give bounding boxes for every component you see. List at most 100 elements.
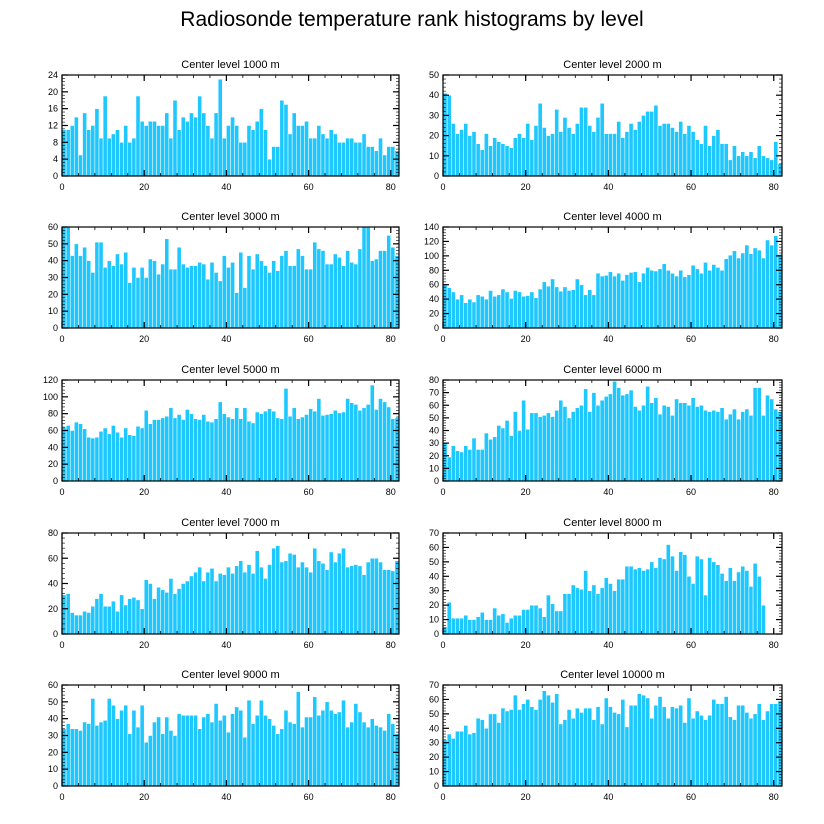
histogram-bar	[94, 241, 100, 329]
histogram-bar	[86, 436, 92, 482]
histogram-bar	[205, 713, 211, 787]
histogram-bar	[135, 426, 141, 482]
histogram-bar	[661, 706, 667, 787]
histogram-bar	[748, 717, 754, 787]
histogram-bar	[189, 575, 194, 635]
histogram-bar	[591, 131, 597, 177]
y-tick-label: 70	[429, 528, 439, 538]
histogram-bar	[189, 413, 194, 482]
histogram-bar	[653, 704, 659, 787]
histogram-bar	[492, 137, 497, 177]
histogram-bar	[238, 560, 244, 635]
histogram-bar	[74, 243, 79, 329]
histogram-bar	[682, 276, 688, 329]
histogram-bar	[628, 123, 634, 177]
histogram-bar	[723, 696, 729, 787]
histogram-bar	[723, 258, 729, 329]
histogram-bar	[135, 277, 141, 329]
histogram-bar	[197, 566, 202, 635]
x-tick-label: 80	[769, 487, 779, 497]
histogram-bar	[345, 726, 350, 787]
histogram-bar	[82, 246, 87, 329]
histogram-bar	[123, 704, 129, 787]
y-tick-label: 80	[429, 265, 439, 275]
histogram-bar	[665, 270, 671, 329]
histogram-bar	[242, 407, 248, 482]
histogram-bar	[115, 718, 120, 787]
histogram-bar	[500, 427, 506, 482]
histogram-bar	[361, 407, 367, 482]
histogram-bar	[320, 710, 326, 787]
histogram-bar	[628, 389, 634, 482]
histogram-bar	[616, 387, 622, 482]
histogram-bar	[521, 609, 526, 635]
histogram-bar	[595, 706, 601, 787]
histogram-bar	[579, 405, 584, 482]
histogram-bar	[180, 263, 186, 329]
histogram-bar	[665, 406, 671, 482]
histogram-bar	[525, 699, 531, 787]
panel-4: Center level 4000 m 0 20 40 60 80 0 20 40 60 80 100…	[424, 211, 783, 344]
y-tick-label: 80	[429, 375, 439, 385]
histogram-bar	[517, 614, 522, 635]
histogram-bar	[222, 413, 227, 482]
histogram-bar	[529, 412, 535, 482]
x-tick-label: 80	[769, 792, 779, 802]
x-tick-label: 80	[386, 182, 396, 192]
histogram-bar	[756, 703, 762, 787]
histogram-bar	[612, 381, 617, 482]
histogram-bar	[715, 703, 721, 787]
histogram-bar	[479, 719, 485, 787]
histogram-bar	[715, 411, 721, 482]
y-tick-label: 40	[48, 256, 58, 266]
x-tick-label: 60	[686, 640, 696, 650]
panel-title: Center level 1000 m	[181, 59, 279, 71]
histogram-bar	[320, 133, 326, 177]
histogram-bar	[94, 436, 100, 482]
histogram-bar	[513, 137, 518, 177]
histogram-bar	[612, 275, 617, 329]
x-tick-label: 40	[221, 334, 231, 344]
histogram-bar	[234, 565, 239, 635]
histogram-bar	[361, 133, 367, 177]
histogram-bar	[699, 715, 704, 787]
histogram-bar	[201, 580, 207, 635]
panel-title: Center level 6000 m	[563, 364, 661, 376]
x-tick-label: 20	[139, 182, 149, 192]
histogram-bar	[287, 265, 293, 329]
histogram-bar	[525, 123, 531, 177]
histogram-bar	[143, 579, 149, 635]
x-tick-label: 20	[521, 487, 531, 497]
x-tick-label: 20	[521, 640, 531, 650]
y-tick-label: 60	[429, 280, 439, 290]
histogram-bar	[131, 710, 137, 787]
histogram-bar	[529, 291, 535, 329]
histogram-bar	[185, 715, 190, 787]
histogram-bar	[719, 407, 725, 482]
histogram-bar	[127, 282, 133, 329]
histogram-bar	[488, 619, 493, 635]
y-tick-label: 20	[429, 600, 439, 610]
histogram-bar	[446, 733, 452, 787]
x-tick-label: 60	[304, 182, 314, 192]
histogram-bar	[533, 125, 539, 177]
histogram-bar	[90, 437, 96, 482]
histogram-bar	[234, 292, 239, 329]
histogram-bar	[711, 264, 717, 329]
histogram-bar	[591, 584, 597, 635]
histogram-bar	[484, 728, 489, 787]
histogram-bar	[467, 619, 473, 635]
histogram-bar	[488, 290, 493, 329]
histogram-bar	[300, 726, 305, 787]
histogram-bar	[386, 713, 392, 787]
histogram-bar	[152, 419, 157, 482]
histogram-bar	[172, 417, 178, 482]
y-tick-label: 80	[48, 528, 58, 538]
histogram-bar	[332, 713, 338, 787]
histogram-bar	[645, 386, 650, 482]
histogram-bar	[703, 719, 708, 787]
histogram-bar	[674, 398, 679, 482]
histogram-bar	[533, 297, 539, 329]
y-tick-label: 30	[48, 273, 58, 283]
histogram-bar	[111, 600, 116, 635]
